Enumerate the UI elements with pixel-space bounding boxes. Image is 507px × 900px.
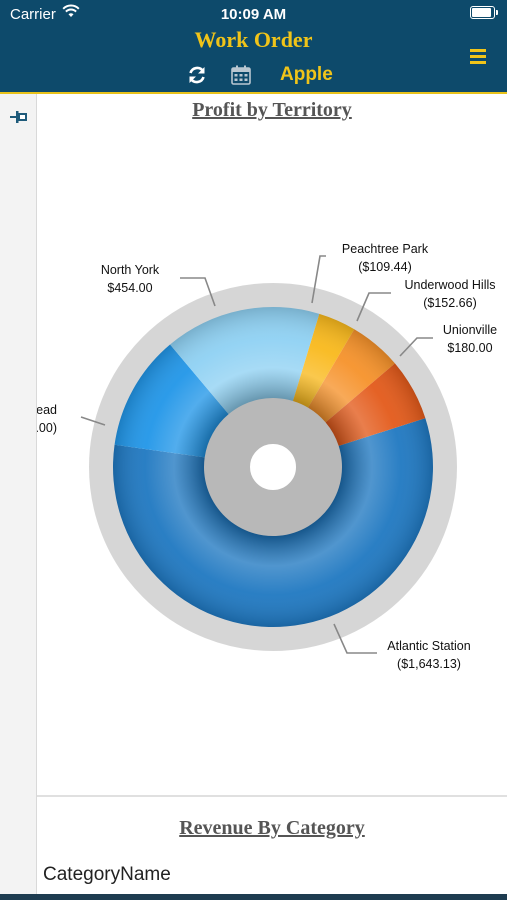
slice-label-unionville: Unionville [443, 323, 497, 337]
slice-value-atlantic-station: ($1,643.13) [397, 657, 461, 671]
slice-label-underwood-hills: Underwood Hills [404, 278, 495, 292]
slice-value-underwood-hills: ($152.66) [423, 296, 477, 310]
battery-icon [470, 6, 498, 19]
leader-line-north-york [180, 277, 216, 307]
page-title: Work Order [194, 27, 313, 52]
pin-icon[interactable] [8, 106, 30, 128]
leader-line-unionville [399, 337, 433, 357]
hamburger-menu-icon[interactable] [468, 46, 490, 66]
slice-value-north-york: $454.00 [107, 281, 152, 295]
leader-line-parkhead [80, 416, 106, 426]
slice-value-peachtree-park: ($109.44) [358, 260, 412, 274]
side-panel [0, 94, 37, 900]
slice-label-parkhead: Parkhead [37, 403, 57, 417]
slice-value-unionville: $180.00 [447, 341, 492, 355]
carrier-label: Carrier [10, 6, 56, 23]
slice-label-peachtree-park: Peachtree Park [342, 242, 429, 256]
status-time: 10:09 AM [220, 6, 287, 23]
status-bar: Carrier 10:09 AM [0, 0, 507, 28]
revenue-panel-title: Revenue By Category [179, 817, 365, 839]
leader-line-underwood-hills [356, 292, 391, 322]
refresh-icon[interactable] [186, 64, 208, 86]
panel-divider [37, 795, 507, 797]
slice-label-atlantic-station: Atlantic Station [387, 639, 470, 653]
chart-title: Profit by Territory [192, 99, 352, 121]
column-header-category: CategoryName [43, 864, 171, 885]
app-header: Carrier 10:09 AM Work Order Apple [0, 0, 507, 94]
slice-value-parkhead: ($335.00) [37, 421, 57, 435]
leader-line-peachtree-park [311, 255, 326, 304]
slice-label-north-york: North York [101, 263, 160, 277]
profit-donut-chart: Atlantic Station ($1,643.13) Parkhead ($335… [37, 242, 497, 671]
panel-bottom-edge [0, 894, 507, 900]
leader-line-atlantic-station [333, 623, 377, 654]
calendar-icon[interactable] [230, 64, 252, 86]
profit-by-territory-panel: Profit by Territory Atlantic Station ($1,… [37, 94, 507, 794]
selection-label[interactable]: Apple [280, 64, 333, 85]
wifi-icon [62, 4, 80, 17]
